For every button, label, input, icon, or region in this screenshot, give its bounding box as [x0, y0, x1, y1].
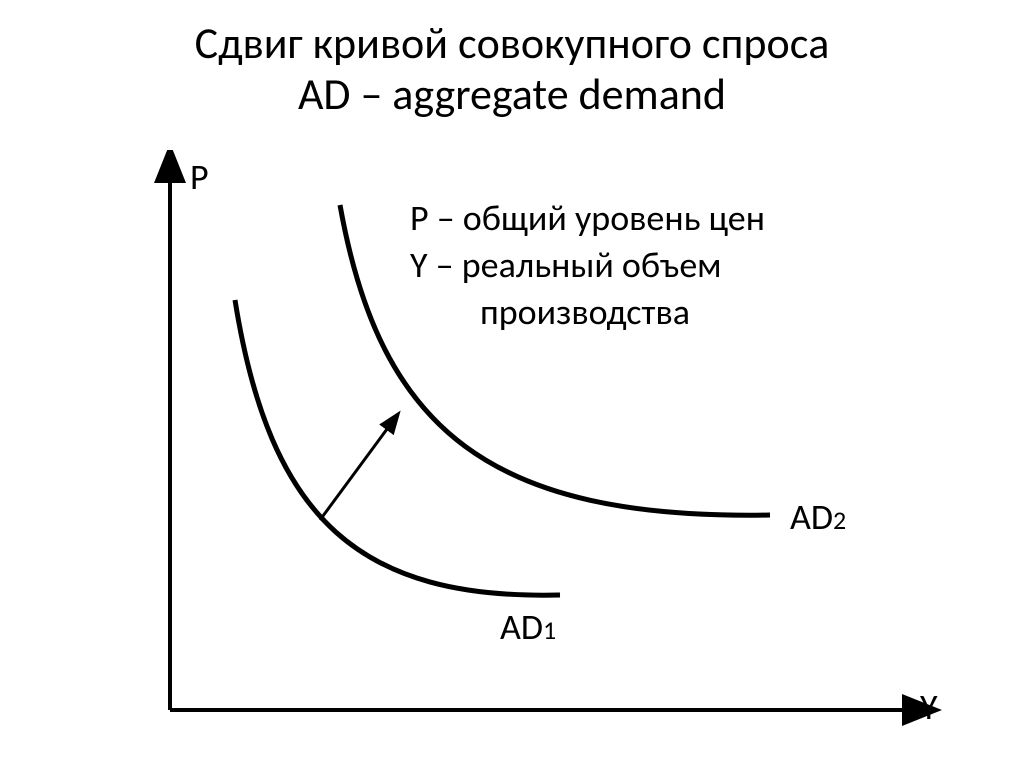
shift-arrow [320, 425, 390, 520]
ad1-label-main: AD [500, 605, 543, 649]
slide-title: Сдвиг кривой совокупного спроса AD – agg… [0, 18, 1024, 119]
curve-ad2-label: AD2 [790, 495, 846, 539]
ad2-label-sub: 2 [833, 504, 846, 536]
legend: P – общий уровень цен Y – реальный объем… [410, 195, 765, 335]
curve-ad1-label: AD1 [500, 605, 556, 649]
title-line-1: Сдвиг кривой совокупного спроса [195, 16, 830, 70]
ad1-label-sub: 1 [543, 614, 556, 646]
title-line-2: AD – aggregate demand [298, 67, 726, 121]
legend-p: P – общий уровень цен [410, 195, 765, 242]
x-axis-label: Y [920, 685, 938, 729]
curve-ad1 [235, 300, 560, 595]
ad2-label-main: AD [790, 495, 833, 539]
y-axis-label: P [190, 155, 209, 199]
legend-y-2: производства [410, 289, 765, 336]
legend-y-1: Y – реальный объем [410, 242, 765, 289]
slide: Сдвиг кривой совокупного спроса AD – agg… [0, 0, 1024, 767]
